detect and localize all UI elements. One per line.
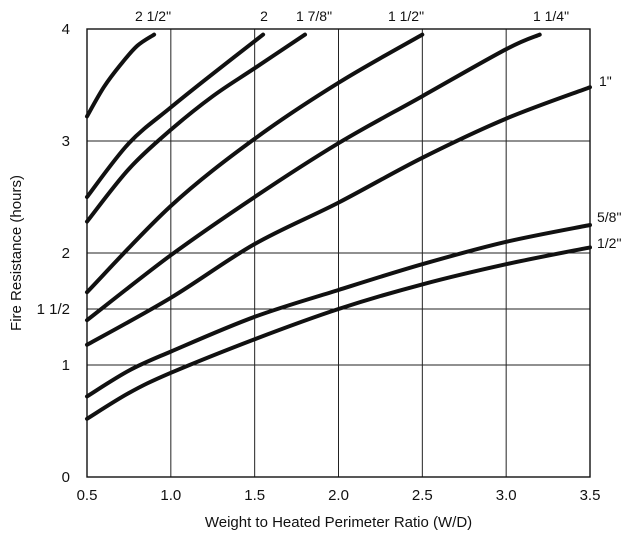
series-line — [85, 245, 592, 421]
grid — [86, 28, 591, 478]
y-tick-label: 1 — [62, 357, 70, 374]
x-tick-label: 0.5 — [77, 487, 98, 504]
series-label: 1/2" — [597, 235, 621, 251]
y-tick-label: 3 — [62, 133, 70, 150]
y-axis-label: Fire Resistance (hours) — [8, 175, 25, 331]
x-tick-label: 1.0 — [160, 487, 181, 504]
series-label: 1 7/8" — [296, 8, 332, 24]
series-label: 1 1/2" — [388, 8, 424, 24]
series-label: 2 — [260, 8, 268, 24]
series-line — [85, 32, 307, 224]
plot-frame — [86, 28, 591, 478]
x-axis-label: Weight to Heated Perimeter Ratio (W/D) — [205, 514, 472, 531]
y-axis-ticks: 0 1 1 1/2 2 3 4 — [37, 21, 70, 486]
y-tick-label: 2 — [62, 245, 70, 262]
x-tick-label: 1.5 — [244, 487, 265, 504]
series-line — [85, 85, 592, 347]
series-line — [85, 223, 592, 399]
series-line — [85, 32, 542, 323]
x-tick-label: 2.0 — [328, 487, 349, 504]
x-tick-label: 2.5 — [412, 487, 433, 504]
y-tick-label: 4 — [62, 21, 70, 38]
y-tick-label: 1 1/2 — [37, 301, 70, 318]
series-line — [85, 32, 157, 119]
x-axis-ticks: 0.5 1.0 1.5 2.0 2.5 3.0 3.5 — [77, 487, 601, 504]
series-label: 2 1/2" — [135, 8, 171, 24]
series-label: 1" — [599, 73, 612, 89]
x-tick-label: 3.5 — [580, 487, 601, 504]
x-tick-label: 3.0 — [496, 487, 517, 504]
series-label: 5/8" — [597, 209, 621, 225]
series-labels: 1/2" 5/8" 1" 1 1/4" 1 1/2" 1 7/8" 2 2 1/2" — [135, 8, 622, 251]
series-lines — [85, 32, 592, 421]
y-tick-label: 0 — [62, 469, 70, 486]
series-line — [85, 32, 425, 295]
series-label: 1 1/4" — [533, 8, 569, 24]
series-line — [85, 32, 266, 199]
